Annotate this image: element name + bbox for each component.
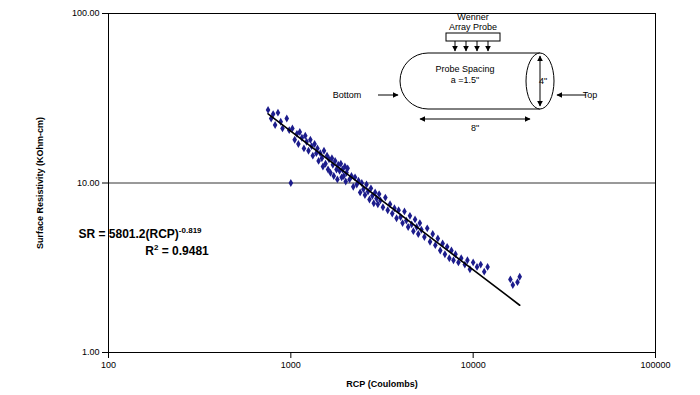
svg-text:100.00: 100.00 — [72, 8, 100, 18]
svg-text:10000: 10000 — [461, 360, 486, 370]
svg-text:Probe Spacing: Probe Spacing — [435, 64, 494, 74]
svg-text:SR = 5801.2(RCP)-0.819: SR = 5801.2(RCP)-0.819 — [78, 226, 202, 241]
svg-text:1.00: 1.00 — [82, 347, 100, 357]
svg-text:Top: Top — [582, 90, 598, 100]
svg-text:10.00: 10.00 — [77, 178, 100, 188]
svg-text:100: 100 — [101, 360, 116, 370]
svg-text:Array Probe: Array Probe — [449, 22, 497, 32]
svg-text:RCP (Coulombs): RCP (Coulombs) — [346, 379, 417, 389]
svg-text:Bottom: Bottom — [333, 90, 362, 100]
svg-text:Wenner: Wenner — [457, 12, 488, 22]
svg-text:4": 4" — [539, 76, 547, 86]
svg-text:R2 = 0.9481: R2 = 0.9481 — [145, 243, 209, 258]
svg-text:100000: 100000 — [640, 360, 670, 370]
svg-text:a =1.5": a =1.5" — [451, 75, 479, 85]
svg-text:Surface Resistivity (KOhm-cm): Surface Resistivity (KOhm-cm) — [35, 117, 45, 249]
svg-text:8": 8" — [471, 123, 479, 133]
svg-text:1000: 1000 — [281, 360, 301, 370]
